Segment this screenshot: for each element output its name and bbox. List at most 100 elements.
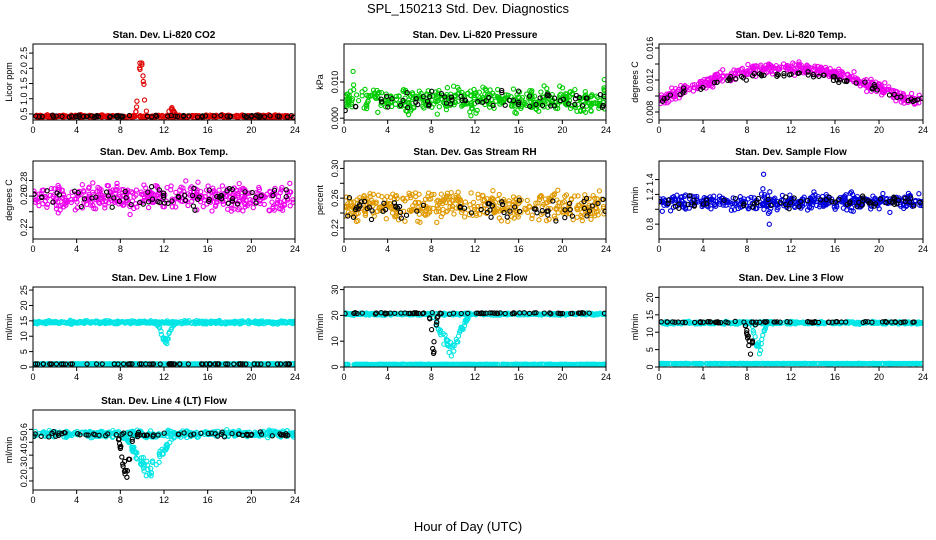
data-point [444, 193, 450, 199]
data-point [283, 187, 289, 193]
data-point [496, 95, 503, 102]
data-point [443, 106, 450, 113]
x-tick-label: 0 [656, 125, 661, 135]
data-point [750, 63, 756, 69]
data-point [536, 108, 542, 114]
data-point [437, 328, 443, 334]
data-point [165, 113, 171, 119]
data-point [562, 207, 568, 213]
data-point [122, 188, 128, 195]
data-point [575, 193, 581, 199]
data-point [402, 218, 408, 224]
data-point [379, 194, 385, 200]
data-point [666, 91, 672, 97]
data-point [681, 88, 687, 94]
data-point [128, 189, 135, 195]
data-point [133, 187, 140, 193]
data-point [269, 319, 276, 325]
data-point [378, 89, 385, 96]
data-point [579, 217, 585, 224]
data-point [189, 114, 195, 120]
data-point [287, 180, 293, 187]
data-point [44, 361, 50, 367]
data-point [251, 361, 257, 367]
data-point [733, 202, 739, 208]
data-point [176, 361, 183, 367]
data-point [538, 361, 544, 367]
data-point [544, 92, 550, 99]
data-point [71, 188, 78, 194]
data-point [74, 113, 80, 120]
x-tick-label: 12 [159, 244, 169, 254]
data-point [81, 361, 87, 367]
data-point [406, 99, 412, 106]
x-tick-label: 20 [557, 125, 567, 135]
data-point [754, 200, 760, 206]
data-point [447, 361, 453, 367]
data-point [196, 194, 202, 200]
data-point [201, 320, 208, 326]
data-point [796, 203, 802, 210]
data-point [570, 216, 576, 223]
data-point [847, 190, 853, 196]
data-point [176, 196, 182, 202]
data-point [541, 83, 547, 89]
data-point [115, 361, 121, 367]
data-point [757, 64, 764, 70]
data-point [464, 315, 471, 322]
data-point [36, 191, 42, 197]
data-point [579, 103, 586, 109]
data-point [275, 194, 282, 200]
data-point [659, 199, 663, 205]
data-point [57, 320, 63, 326]
data-point [446, 349, 452, 356]
data-point [226, 185, 233, 192]
y-tick-label: 25 [19, 285, 29, 295]
data-point [346, 92, 352, 99]
data-point [700, 198, 707, 204]
data-point [141, 97, 148, 103]
data-point [475, 99, 481, 105]
data-point [856, 199, 862, 205]
data-point [760, 171, 767, 177]
data-point [235, 193, 242, 199]
data-point [50, 199, 56, 205]
x-tick-label: 12 [786, 244, 796, 254]
data-point [81, 196, 88, 202]
data-point [261, 114, 268, 120]
x-tick-label: 8 [429, 125, 434, 135]
data-point [836, 196, 842, 202]
panel-title: Stan. Dev. Amb. Box Temp. [100, 147, 228, 158]
data-point [361, 198, 368, 205]
data-point [539, 102, 546, 109]
data-point [592, 100, 598, 106]
data-point [508, 103, 515, 109]
data-point [139, 60, 145, 66]
data-point [168, 361, 174, 367]
data-point [791, 62, 798, 68]
data-point [743, 77, 749, 83]
data-point [808, 205, 814, 211]
x-tick-label: 16 [514, 125, 524, 135]
data-point [462, 319, 468, 326]
data-point [169, 198, 175, 204]
data-point [539, 208, 545, 214]
data-point [862, 79, 868, 85]
data-point [853, 80, 859, 86]
data-point [516, 197, 522, 203]
data-point [731, 207, 738, 213]
data-point [267, 361, 273, 367]
data-point [436, 208, 442, 214]
points-group [33, 317, 295, 367]
x-tick-label: 8 [118, 125, 123, 135]
data-point [373, 199, 379, 205]
data-point [529, 215, 535, 222]
data-point [156, 189, 162, 196]
data-point [400, 195, 406, 201]
data-point [543, 217, 550, 224]
data-point [599, 104, 606, 110]
data-point [851, 69, 857, 75]
data-point [478, 206, 484, 213]
data-point [198, 361, 205, 367]
data-point [440, 198, 446, 204]
